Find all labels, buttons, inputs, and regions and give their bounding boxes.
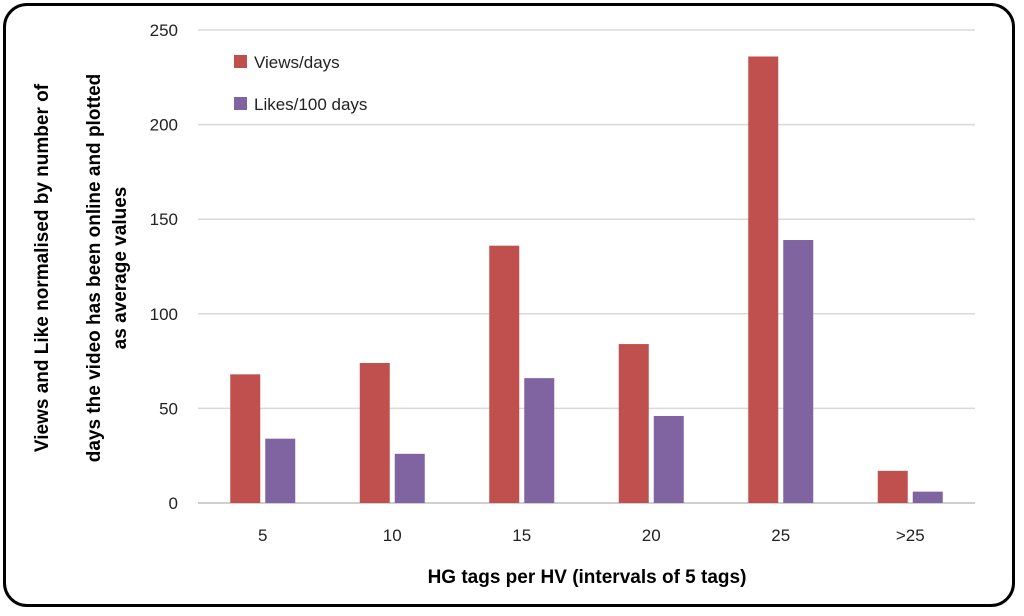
x-tick-label: 20 bbox=[642, 526, 661, 545]
y-tick-label: 100 bbox=[150, 305, 178, 324]
bar-likes-5 bbox=[912, 491, 943, 503]
bar-likes-3 bbox=[653, 415, 684, 503]
bar-views-5 bbox=[877, 470, 908, 503]
y-tick-label: 250 bbox=[150, 21, 178, 40]
y-axis-label-line-2: days the video has been online and plott… bbox=[84, 74, 105, 463]
bar-likes-2 bbox=[524, 378, 555, 503]
legend-label-views: Views/days bbox=[254, 53, 340, 72]
legend: Views/days Likes/100 days bbox=[234, 53, 367, 114]
y-axis-label-line-3: as average values bbox=[110, 187, 131, 350]
legend-label-likes: Likes/100 days bbox=[254, 95, 367, 114]
bar-likes-0 bbox=[265, 438, 296, 503]
x-axis-label: HG tags per HV (intervals of 5 tags) bbox=[428, 567, 747, 588]
x-tick-label: >25 bbox=[896, 526, 925, 545]
x-tick-label: 25 bbox=[771, 526, 790, 545]
bar-views-4 bbox=[748, 56, 779, 503]
bar-views-2 bbox=[489, 245, 520, 504]
bar-likes-4 bbox=[783, 240, 814, 503]
y-tick-label: 0 bbox=[169, 494, 178, 513]
legend-swatch-views bbox=[234, 55, 247, 68]
x-tick-label: 15 bbox=[512, 526, 531, 545]
y-tick-label: 200 bbox=[150, 116, 178, 135]
bar-views-0 bbox=[230, 374, 261, 503]
legend-swatch-likes bbox=[234, 97, 247, 110]
bar-likes-1 bbox=[394, 453, 425, 503]
x-tick-label: 10 bbox=[383, 526, 402, 545]
y-axis-label-line-1: Views and Like normalised by number of bbox=[32, 83, 53, 452]
x-tick-label: 5 bbox=[258, 526, 267, 545]
y-tick-label: 50 bbox=[159, 399, 178, 418]
bar-views-1 bbox=[359, 362, 390, 503]
bar-views-3 bbox=[618, 344, 649, 503]
y-tick-label: 150 bbox=[150, 210, 178, 229]
